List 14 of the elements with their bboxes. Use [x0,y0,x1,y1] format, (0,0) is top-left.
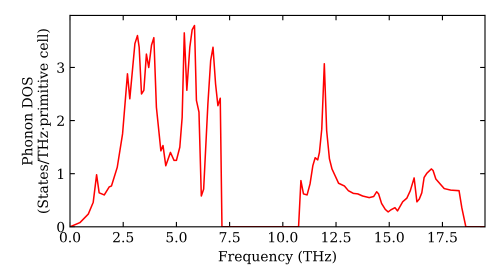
x-tick-label: 17.5 [428,232,457,242]
x-tick-label: 15.0 [375,232,404,242]
x-tick-label: 5.0 [166,232,187,242]
y-tick-label: 1 [58,168,64,179]
x-axis-title: Frequency (THz) [218,250,336,264]
y-tick-label: 3 [57,62,64,73]
x-tick-label: 12.5 [322,232,350,242]
x-tick-label: 10.0 [269,232,298,242]
x-tick-label: 0.0 [60,232,80,242]
x-tick-label: 2.5 [113,232,134,242]
y-tick-label: 2 [57,116,64,126]
y-tick-label: 0 [57,222,64,232]
x-tick-label: 7.5 [220,232,240,242]
y-axis-title: Phonon DOS (States/THz·primitive cell) [22,29,51,213]
